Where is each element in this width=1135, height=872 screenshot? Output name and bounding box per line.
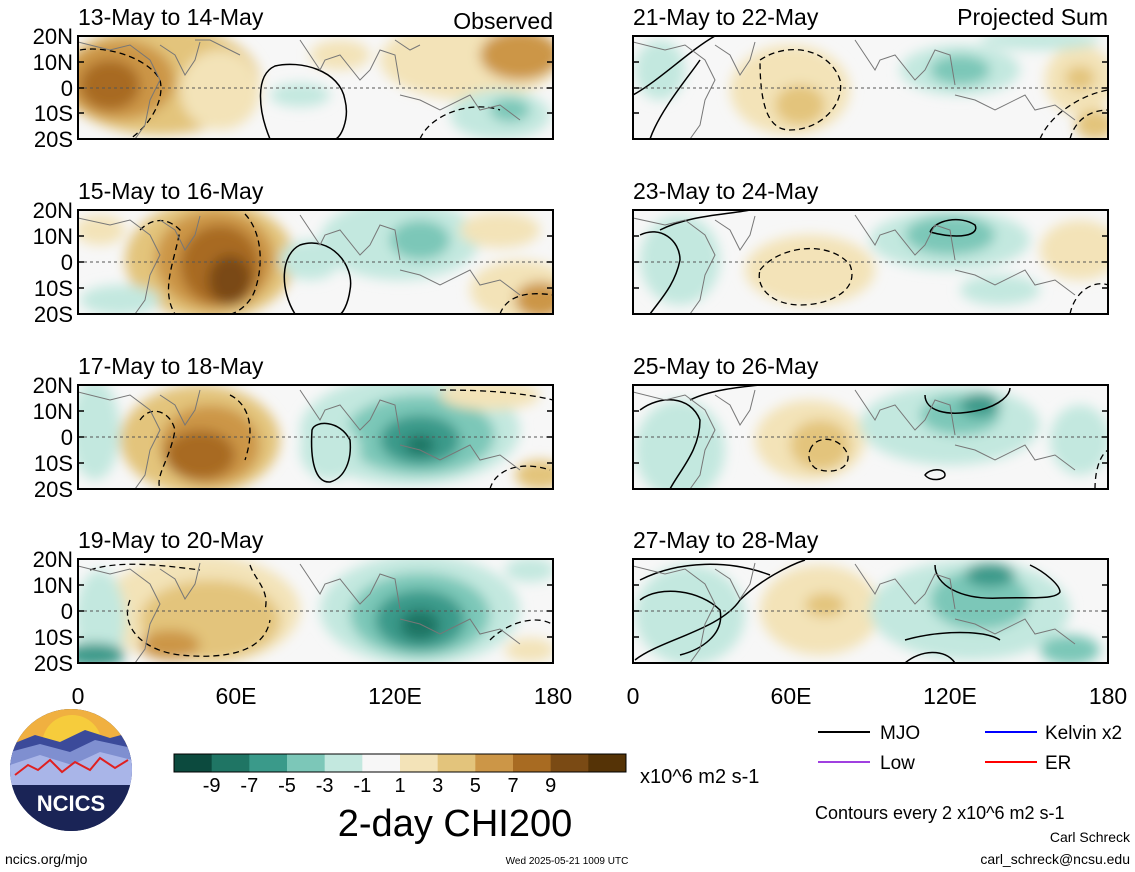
colorbar-swatch xyxy=(362,754,401,772)
lat-label: 10N xyxy=(33,399,73,424)
lat-label: 10S xyxy=(34,625,73,650)
panel-projected-3: 25-May to 26-May xyxy=(632,353,1109,490)
colorbar-swatch xyxy=(174,754,213,772)
panel-date-label: 21-May to 22-May xyxy=(633,4,819,30)
lon-label: 60E xyxy=(216,683,257,709)
chi200-field xyxy=(633,559,1108,663)
kelvin-legend-label: Kelvin x2 xyxy=(1045,723,1122,744)
observed-label: Observed xyxy=(453,8,553,34)
lat-labels-left: 20N 10N 0 10S 20S 20N 10N 0 10S 20S 20N … xyxy=(33,24,73,676)
colorbar-tick-label: -7 xyxy=(240,775,258,797)
lon-label: 0 xyxy=(627,683,640,709)
lon-labels-left: 0 60E 120E 180 xyxy=(72,683,573,709)
lat-label: 10N xyxy=(33,50,73,75)
lat-label: 20S xyxy=(34,302,73,327)
low-legend-label: Low xyxy=(880,753,915,774)
contours-note: Contours every 2 x10^6 m2 s-1 xyxy=(815,803,1065,823)
mjo-legend-label: MJO xyxy=(880,723,920,744)
lat-label: 10N xyxy=(33,573,73,598)
lon-label: 60E xyxy=(771,683,812,709)
panel-date-label: 25-May to 26-May xyxy=(633,353,819,379)
colorbar-swatch xyxy=(400,754,439,772)
chi200-field xyxy=(78,559,553,663)
colorbar-swatch xyxy=(588,754,627,772)
lat-label: 20N xyxy=(33,24,73,49)
lat-label: 0 xyxy=(61,425,73,450)
colorbar-swatch xyxy=(513,754,552,772)
colorbar-swatch xyxy=(324,754,363,772)
chi200-field xyxy=(78,385,553,489)
colorbar-units: x10^6 m2 s-1 xyxy=(640,766,759,788)
colorbar-swatch xyxy=(437,754,476,772)
er-legend-label: ER xyxy=(1045,753,1071,774)
panel-projected-1: 21-May to 22-May Projected Sum xyxy=(632,4,1109,140)
colorbar-tick-label: -1 xyxy=(353,775,371,797)
colorbar-swatch xyxy=(475,754,514,772)
lat-label: 20S xyxy=(34,127,73,152)
lat-label: 0 xyxy=(61,599,73,624)
colorbar-swatch xyxy=(249,754,288,772)
colorbar-tick-label: 7 xyxy=(507,775,518,797)
lon-label: 120E xyxy=(923,683,977,709)
colorbar-tick-label: -5 xyxy=(278,775,296,797)
colorbar-tick-label: 3 xyxy=(432,775,443,797)
lon-label: 0 xyxy=(72,683,85,709)
lat-label: 10S xyxy=(34,451,73,476)
colorbar xyxy=(174,754,627,772)
colorbar-tick-label: -3 xyxy=(316,775,334,797)
colorbar-tick-labels: -9 -7 -5 -3 -1 1 3 5 7 9 xyxy=(203,775,556,797)
panel-observed-3: 17-May to 18-May xyxy=(77,353,554,490)
email: carl_schreck@ncsu.edu xyxy=(980,851,1130,867)
lat-label: 20S xyxy=(34,651,73,676)
lat-label: 20N xyxy=(33,198,73,223)
chi200-field xyxy=(633,36,1108,139)
projected-label: Projected Sum xyxy=(957,4,1108,30)
author: Carl Schreck xyxy=(1050,829,1131,845)
legend: MJO Kelvin x2 Low ER xyxy=(818,723,1122,774)
lat-label: 20N xyxy=(33,547,73,572)
panel-date-label: 15-May to 16-May xyxy=(78,178,264,204)
lon-label: 180 xyxy=(1089,683,1127,709)
chi200-field xyxy=(633,385,1108,489)
panel-date-label: 27-May to 28-May xyxy=(633,527,819,553)
panel-observed-4: 19-May to 20-May xyxy=(77,527,554,664)
lat-label: 0 xyxy=(61,250,73,275)
colorbar-title: 2-day CHI200 xyxy=(338,803,572,845)
logo-text: NCICS xyxy=(37,791,105,816)
panel-date-label: 23-May to 24-May xyxy=(633,178,819,204)
panel-projected-4: 27-May to 28-May xyxy=(632,527,1109,664)
lat-label: 0 xyxy=(61,76,73,101)
website: ncics.org/mjo xyxy=(5,851,88,867)
panel-date-label: 19-May to 20-May xyxy=(78,527,264,553)
chi200-field xyxy=(78,36,553,139)
panel-observed-1: 13-May to 14-May Observed xyxy=(77,4,554,140)
colorbar-tick-label: -9 xyxy=(203,775,221,797)
chi200-field xyxy=(633,210,1108,314)
lat-label: 10S xyxy=(34,276,73,301)
lat-label: 20N xyxy=(33,373,73,398)
panel-date-label: 17-May to 18-May xyxy=(78,353,264,379)
colorbar-swatch xyxy=(211,754,250,772)
colorbar-tick-label: 9 xyxy=(545,775,556,797)
panel-observed-2: 15-May to 16-May xyxy=(77,178,554,315)
lon-labels-right: 0 60E 120E 180 xyxy=(627,683,1128,709)
panel-date-label: 13-May to 14-May xyxy=(78,4,264,30)
lat-label: 10N xyxy=(33,224,73,249)
lat-label: 20S xyxy=(34,477,73,502)
colorbar-swatch xyxy=(287,754,326,772)
timestamp: Wed 2025-05-21 1009 UTC xyxy=(506,856,629,867)
lat-label: 10S xyxy=(34,101,73,126)
panel-projected-2: 23-May to 24-May xyxy=(632,178,1109,315)
colorbar-tick-label: 5 xyxy=(470,775,481,797)
colorbar-tick-label: 1 xyxy=(394,775,405,797)
lon-label: 180 xyxy=(534,683,572,709)
lon-label: 120E xyxy=(368,683,422,709)
colorbar-swatch xyxy=(550,754,589,772)
ncics-logo: NCICS xyxy=(10,709,132,831)
chi200-field xyxy=(78,210,553,314)
